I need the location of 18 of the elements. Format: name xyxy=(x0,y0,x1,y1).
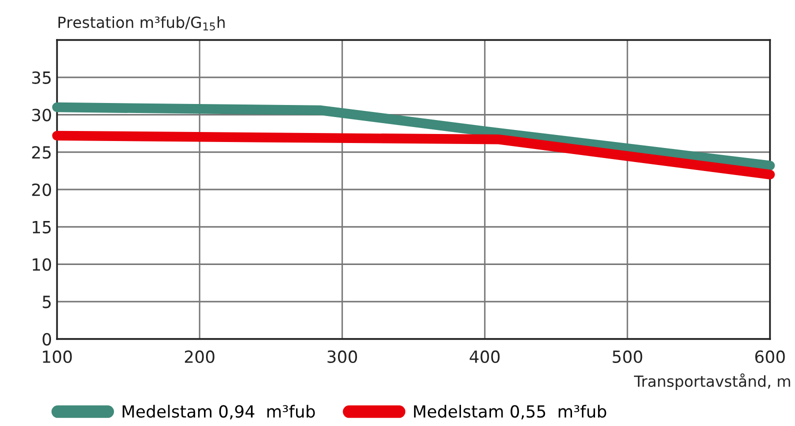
y-tick-label: 15 xyxy=(32,221,51,234)
x-tick-label: 500 xyxy=(612,350,642,364)
y-tick-label: 10 xyxy=(32,258,52,271)
x-tick-label: 300 xyxy=(328,350,357,364)
legend-label: Medelstam 0,55 m³fub xyxy=(414,404,606,420)
x-tick-label: 200 xyxy=(184,350,214,364)
y-axis-title: Prestation m³fub/G$_{15}$h xyxy=(58,16,225,31)
y-tick-label: 5 xyxy=(42,296,51,308)
y-tick-label: 20 xyxy=(32,183,52,196)
y-tick-label: 25 xyxy=(32,146,51,159)
x-tick-label: 100 xyxy=(42,350,72,364)
y-tick-label: 30 xyxy=(32,108,52,122)
legend-label: Medelstam 0,94 m³fub xyxy=(122,404,315,420)
x-tick-label: 400 xyxy=(470,350,500,364)
y-tick-label: 0 xyxy=(42,332,52,346)
y-tick-label: 35 xyxy=(32,71,51,84)
x-tick-label: 600 xyxy=(755,350,785,364)
x-axis-title: Transportavstånd, m xyxy=(634,373,790,390)
